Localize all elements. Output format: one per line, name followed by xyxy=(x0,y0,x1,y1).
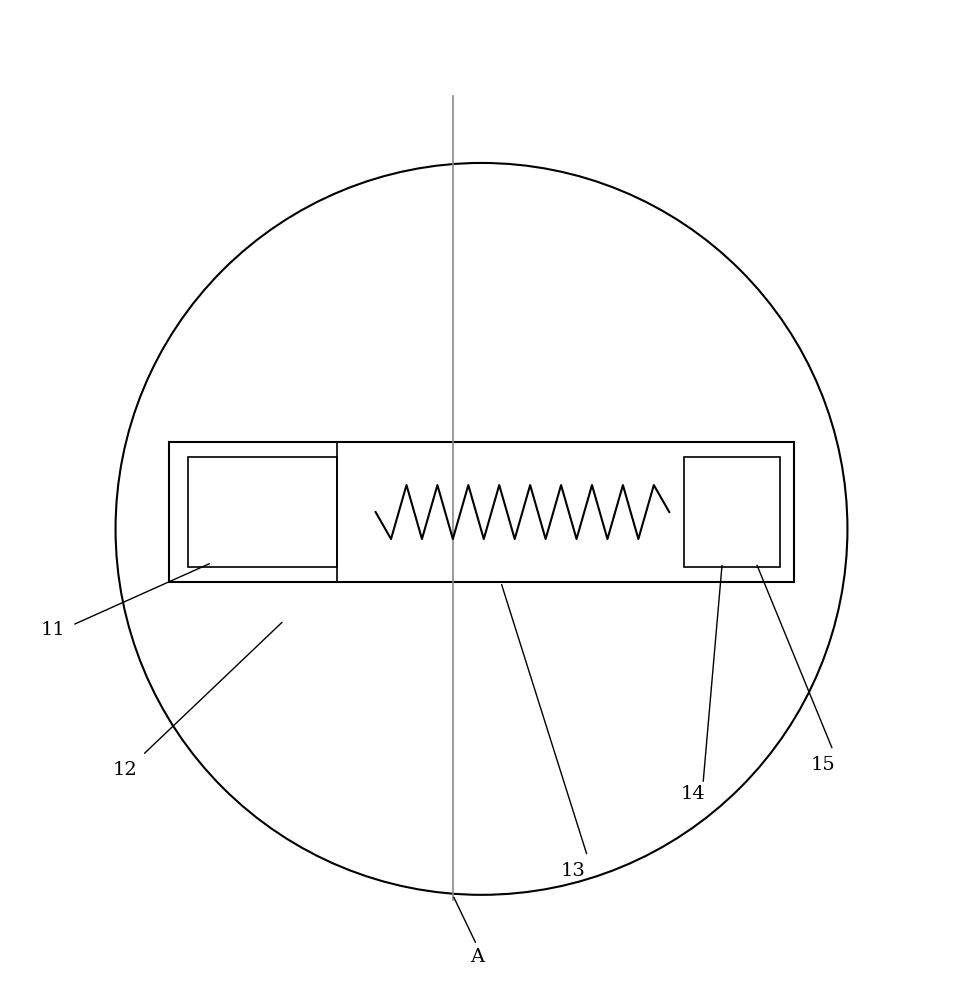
Bar xyxy=(188,457,337,567)
Text: 12: 12 xyxy=(113,761,138,779)
Text: 13: 13 xyxy=(560,862,586,880)
Text: 11: 11 xyxy=(40,621,65,639)
Bar xyxy=(684,457,780,567)
Text: A: A xyxy=(470,948,483,966)
Text: 15: 15 xyxy=(811,756,836,774)
Bar xyxy=(169,442,794,582)
Text: 14: 14 xyxy=(681,785,706,803)
